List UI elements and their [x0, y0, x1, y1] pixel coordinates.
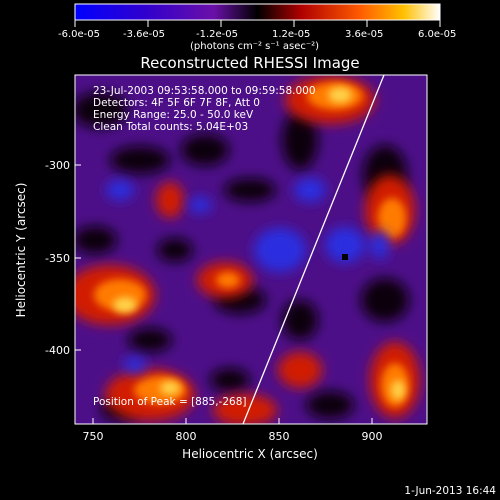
annotation-block: 23-Jul-2003 09:53:58.000 to 09:59:58.000… [93, 85, 316, 133]
generated-date: 1-Jun-2013 16:44 [404, 485, 496, 497]
colorbar-ticks [74, 20, 441, 27]
y-tick-label: -300 [45, 159, 70, 172]
colorbar-tick-label: 3.6e-05 [345, 29, 383, 40]
y-tick-label: -400 [45, 344, 70, 357]
x-tick-label: 750 [83, 430, 104, 443]
y-axis-label: Heliocentric Y (arcsec) [14, 183, 28, 318]
x-axis: 750 800 850 900 Heliocentric X (arcsec) [83, 418, 383, 461]
plot-title: Reconstructed RHESSI Image [140, 54, 359, 72]
x-tick-label: 900 [362, 430, 383, 443]
colorbar-tick-label: 6.0e-05 [418, 29, 456, 40]
x-axis-label: Heliocentric X (arcsec) [182, 447, 318, 461]
annotation-energy-range: Energy Range: 25.0 - 50.0 keV [93, 109, 254, 121]
annotation-time-range: 23-Jul-2003 09:53:58.000 to 09:59:58.000 [93, 85, 316, 97]
x-tick-label: 850 [269, 430, 290, 443]
image-area [75, 75, 427, 424]
colorbar: -6.0e-05 -3.6e-05 -1.2e-05 1.2e-05 3.6e-… [58, 3, 456, 52]
annotation-detectors: Detectors: 4F 5F 6F 7F 8F, Att 0 [93, 97, 260, 109]
plot-frame [74, 74, 428, 425]
colorbar-gradient [74, 3, 441, 21]
colorbar-tick-label: 1.2e-05 [272, 29, 310, 40]
colorbar-tick-label: -6.0e-05 [58, 29, 100, 40]
peak-marker [342, 254, 348, 260]
y-tick-label: -350 [45, 252, 70, 265]
solar-limb-line [242, 75, 385, 424]
annotation-counts: Clean Total counts: 5.04E+03 [93, 121, 248, 133]
colorbar-tick-label: -1.2e-05 [196, 29, 238, 40]
colorbar-units: (photons cm⁻² s⁻¹ asec⁻²) [190, 41, 319, 52]
colorbar-tick-label: -3.6e-05 [123, 29, 165, 40]
x-tick-label: 800 [176, 430, 197, 443]
peak-position-label: Position of Peak = [885,-268] [93, 396, 247, 408]
y-axis: -300 -350 -400 Heliocentric Y (arcsec) [14, 159, 81, 357]
